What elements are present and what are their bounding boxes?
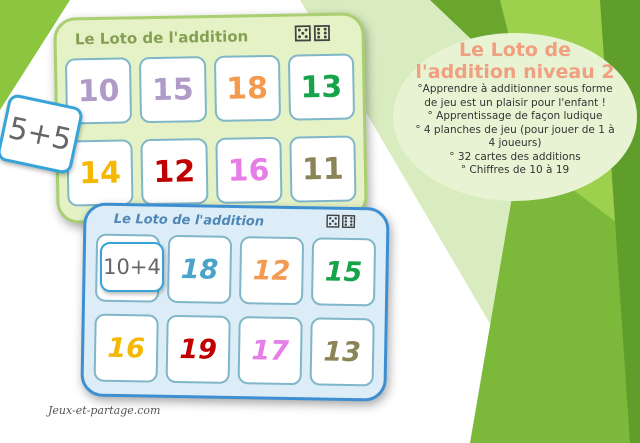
board-grid: 10 15 18 13 14 12 16 11 bbox=[64, 53, 357, 207]
dice-icon: ⚄⚅ bbox=[324, 211, 357, 234]
board-cell: 12 bbox=[140, 138, 209, 206]
info-title-line: Le Loto de bbox=[458, 39, 571, 61]
info-title: Le Loto de l'addition niveau 2 bbox=[393, 39, 637, 83]
dice-icon: ⚄⚅ bbox=[293, 21, 332, 48]
board-cell: 18 bbox=[213, 54, 281, 122]
info-bubble: Le Loto de l'addition niveau 2 °Apprendr… bbox=[393, 33, 637, 201]
board-cell: 12 bbox=[238, 236, 305, 306]
info-line: ° 4 planches de jeu (pour jouer de 1 à 4… bbox=[415, 123, 615, 150]
board-cell: 16 bbox=[93, 313, 159, 383]
board-title: Le Loto de l'addition bbox=[74, 27, 249, 49]
lotto-board-green: Le Loto de l'addition ⚄⚅ 10 15 18 13 14 12 16 1… bbox=[53, 12, 368, 224]
info-line: ° Chiffres de 10 à 19 bbox=[460, 164, 570, 176]
board-cell: 13 bbox=[287, 53, 356, 121]
board-cell: 17 bbox=[237, 316, 303, 386]
info-body: °Apprendre à additionner sous forme de j… bbox=[415, 83, 615, 178]
board-cell: 13 bbox=[309, 317, 375, 387]
board-cell: 16 bbox=[214, 136, 283, 204]
board-cell: 14 bbox=[66, 139, 134, 207]
board-cell: 18 bbox=[166, 234, 233, 304]
lotto-board-blue: Le Loto de l'addition ⚄⚅ 18 12 15 16 19 17 13 bbox=[80, 202, 390, 402]
board-cell: 15 bbox=[139, 56, 207, 124]
board-cell: 19 bbox=[165, 314, 231, 384]
info-line: ° 32 cartes des additions bbox=[449, 150, 581, 163]
info-title-line: l'addition niveau 2 bbox=[415, 61, 615, 83]
addition-card: 5+5 bbox=[0, 92, 85, 176]
info-line: ° Apprentissage de façon ludique bbox=[427, 110, 603, 122]
board-title: Le Loto de l'addition bbox=[113, 211, 265, 230]
board-cell: 11 bbox=[289, 135, 357, 203]
addition-card: 10+4 bbox=[100, 242, 164, 292]
site-watermark: Jeux-et-partage.com bbox=[48, 404, 161, 417]
board-cell: 15 bbox=[310, 237, 377, 307]
info-line: °Apprendre à additionner sous forme de j… bbox=[417, 83, 613, 109]
